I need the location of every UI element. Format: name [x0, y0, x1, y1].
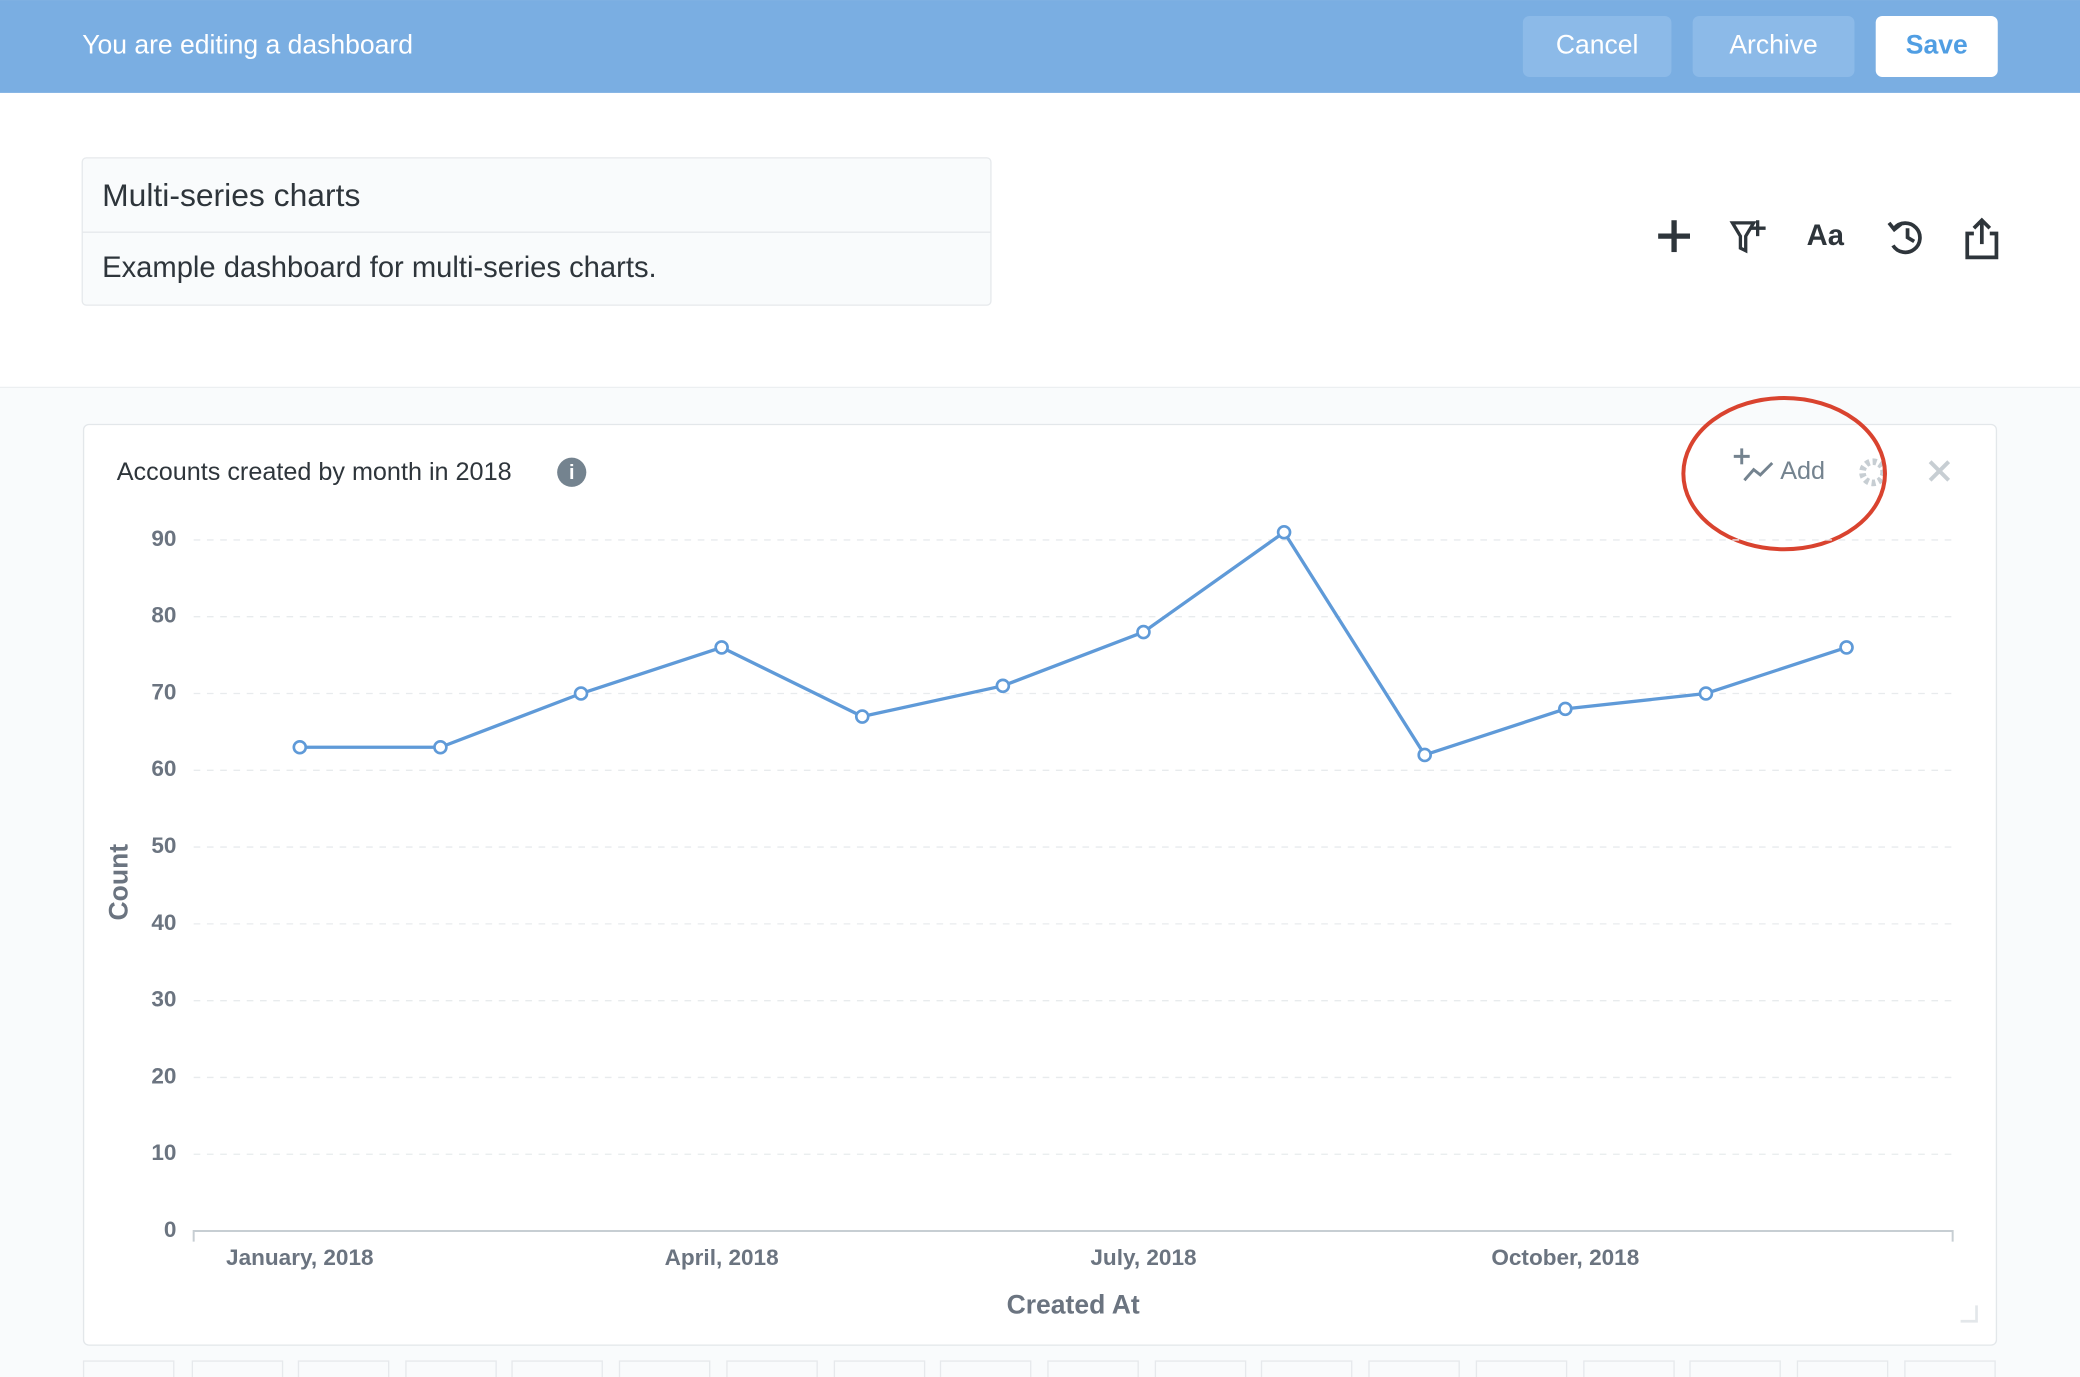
- placeholder-cells: [82, 1360, 1996, 1377]
- y-tick-label: 50: [151, 833, 176, 858]
- text-card-icon[interactable]: Aa: [1807, 220, 1845, 252]
- add-series-icon[interactable]: [1733, 448, 1774, 482]
- y-tick-label: 40: [151, 910, 176, 935]
- x-tick-label: October, 2018: [1491, 1245, 1639, 1270]
- data-line: [299, 529, 1848, 757]
- x-axis-title: Created At: [1007, 1290, 1140, 1320]
- y-tick-label: 70: [151, 679, 176, 704]
- remove-icon[interactable]: [1928, 460, 1951, 482]
- data-point: [1276, 524, 1292, 540]
- resize-handle[interactable]: [1960, 1305, 1978, 1323]
- y-tick-label: 20: [151, 1063, 176, 1088]
- cancel-button[interactable]: [1522, 15, 1672, 77]
- data-point: [995, 678, 1011, 694]
- chart-card: [82, 423, 1998, 1346]
- y-tick-label: 60: [151, 756, 176, 781]
- save-button[interactable]: [1875, 15, 1998, 77]
- data-point: [854, 709, 870, 724]
- history-icon[interactable]: [1887, 221, 1922, 255]
- highlight-circle: [1681, 396, 1887, 552]
- data-point: [714, 640, 729, 655]
- y-tick-label: 10: [151, 1140, 176, 1165]
- data-point: [292, 739, 308, 755]
- dashboard-title[interactable]: Multi-series charts: [102, 177, 360, 213]
- data-point: [1558, 701, 1573, 717]
- add-card-icon[interactable]: [1658, 220, 1690, 253]
- y-tick-label: 30: [151, 987, 176, 1012]
- data-point: [1839, 640, 1854, 655]
- archive-label[interactable]: Archive: [1729, 29, 1817, 59]
- cancel-label[interactable]: Cancel: [1556, 29, 1639, 59]
- chart-title[interactable]: Accounts created by month in 2018: [117, 458, 512, 486]
- data-point: [433, 739, 448, 755]
- add-series-label[interactable]: Add: [1780, 457, 1825, 485]
- y-tick-label: 90: [151, 526, 176, 551]
- y-tick-label: 0: [164, 1217, 177, 1242]
- y-axis-title: Count: [104, 844, 134, 921]
- x-axis: [192, 1230, 1954, 1242]
- data-point: [573, 686, 589, 701]
- share-icon[interactable]: [1965, 217, 1999, 260]
- plot: 0 10 20 30 40 50 60 70 80 90 January, 2018 April, 2…: [151, 524, 1954, 1270]
- save-label[interactable]: Save: [1906, 29, 1968, 59]
- data-point: [1136, 624, 1151, 640]
- x-tick-label: April, 2018: [665, 1245, 779, 1270]
- filter-icon[interactable]: [1729, 220, 1766, 254]
- dashboard-description[interactable]: Example dashboard for multi-series chart…: [102, 252, 657, 284]
- data-point: [1698, 686, 1714, 701]
- edit-message: You are editing a dashboard: [82, 29, 413, 59]
- x-tick-label: July, 2018: [1090, 1245, 1196, 1270]
- archive-button[interactable]: [1692, 15, 1855, 77]
- y-tick-label: 80: [151, 603, 176, 628]
- data-point: [1417, 747, 1432, 763]
- x-tick-label: January, 2018: [226, 1245, 373, 1270]
- info-icon[interactable]: [557, 457, 587, 487]
- info-icon-glyph: i: [569, 462, 575, 484]
